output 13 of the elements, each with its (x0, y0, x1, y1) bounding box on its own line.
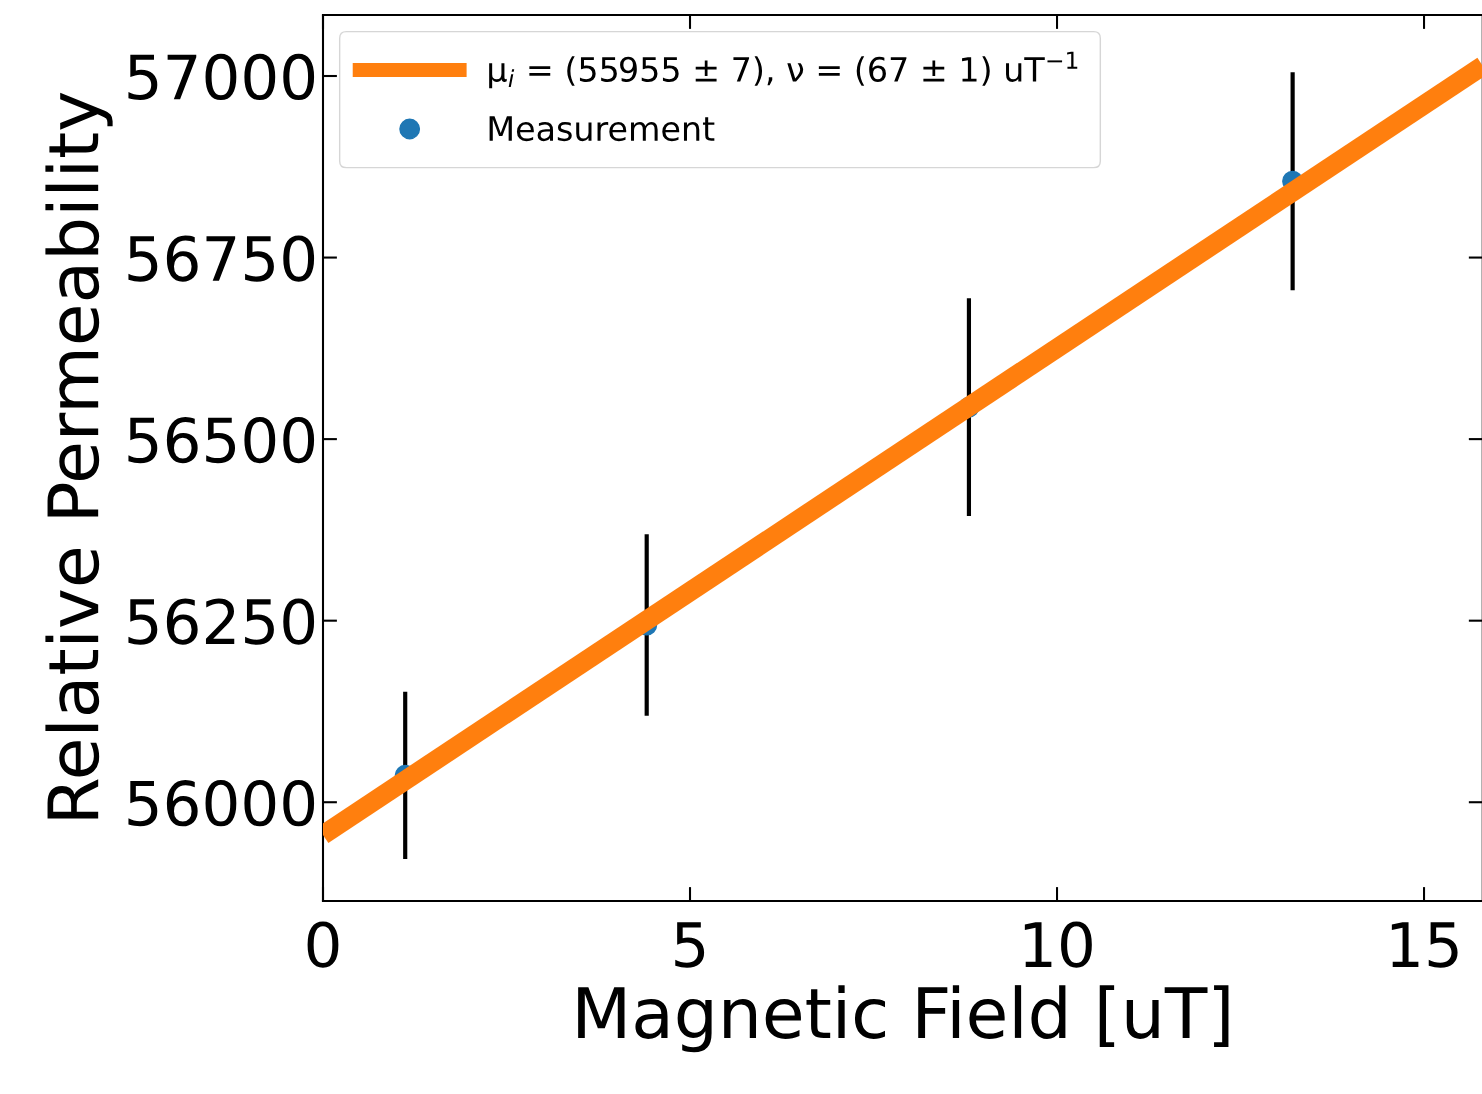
y-tick-label: 56000 (128, 780, 315, 827)
y-axis-title: Relative Permeability (45, 92, 113, 819)
legend-label: μ$_{i}$ = (55955 ± 7), ν = (67 ± 1) uT$^{−1}$ (489, 51, 1078, 89)
y-tick-label: 56500 (128, 416, 315, 464)
x-tick-label: 5 (675, 922, 705, 968)
x-tick-label: 0 (307, 921, 339, 968)
y-tick-label: 56250 (128, 598, 315, 645)
x-tick-label: 10 (1024, 921, 1092, 968)
x-axis-title: Magnetic Field [uT] (578, 985, 1229, 1053)
x-tick-label: 15 (1391, 922, 1458, 968)
legend-label: Measurement (489, 116, 715, 142)
y-tick-label: 57000 (128, 53, 315, 101)
y-tick-label: 56750 (128, 235, 315, 282)
